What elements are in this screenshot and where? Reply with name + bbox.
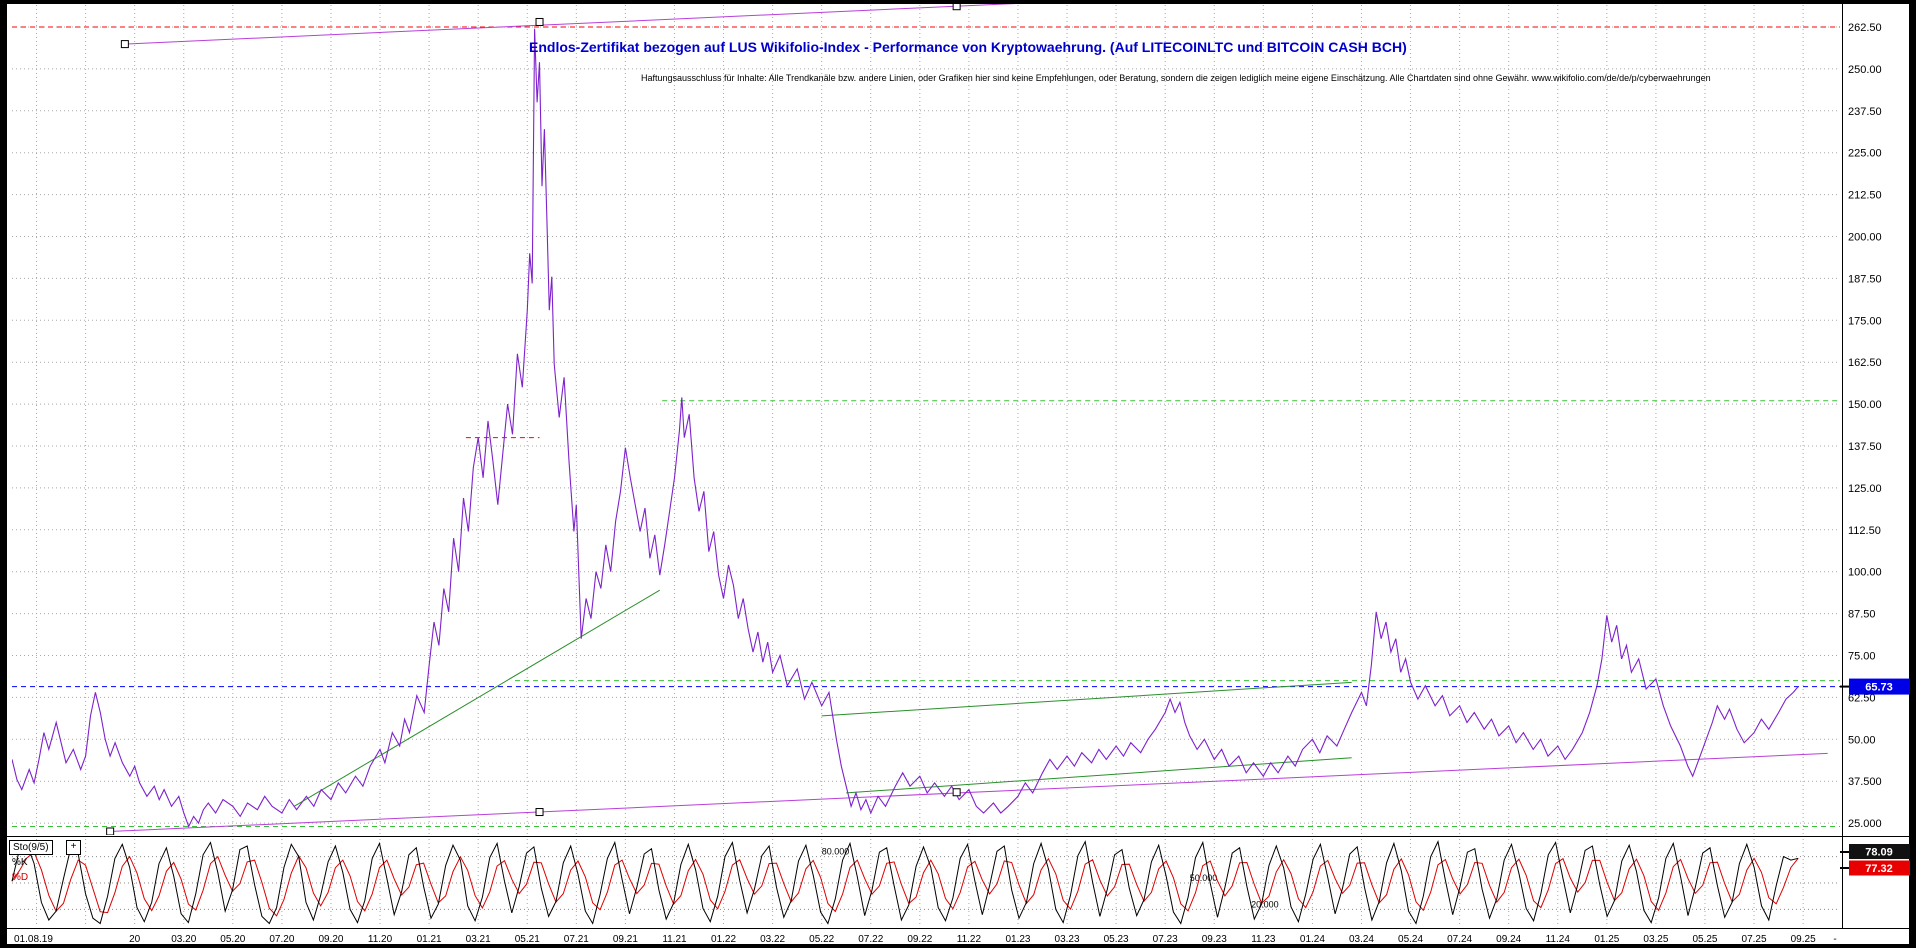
price-axis-label: 125.00 [1848,483,1882,495]
date-axis-label: 01.24 [1300,934,1325,945]
price-pane [12,3,1840,835]
stochastic-d-tag [1849,860,1910,876]
date-axis-label: 05.23 [1104,934,1129,945]
date-axis-label: 11.21 [662,934,687,945]
trendline-uptrend-2020-2021 [293,589,661,807]
indicator-level-label: 20.000 [1251,899,1279,909]
date-axis-label: 05.20 [220,934,245,945]
trendline-channel-bottom [110,752,1828,832]
date-axis-label: 07.24 [1447,934,1472,945]
indicator-name-box[interactable]: Sto(9/5) [9,840,53,855]
date-axis-label: 11.20 [368,934,393,945]
stochastic-d-line [11,851,1799,917]
date-axis-label: 01.22 [711,934,736,945]
trendline-handle[interactable] [120,40,129,49]
date-axis-label: 07.23 [1153,934,1178,945]
trendline-resistance-2022-2024 [821,681,1352,717]
date-axis-label: 09.21 [613,934,638,945]
date-axis-label: 03.20 [171,934,196,945]
date-axis-label: 09.25 [1791,934,1816,945]
price-axis-label: 237.50 [1848,106,1882,118]
indicator-name-label: Sto(9/5) [13,842,49,853]
date-axis-label: 07.20 [269,934,294,945]
date-axis-label: 11.23 [1251,934,1276,945]
date-axis-label: 20 [129,934,141,945]
date-axis-label: 03.24 [1349,934,1374,945]
price-axis-label: 87.50 [1848,609,1876,621]
current-price-tag-label: 65.73 [1865,682,1893,694]
date-axis-label: 11.22 [957,934,982,945]
date-axis-label: 05.21 [515,934,540,945]
price-axis-label: 200.00 [1848,232,1882,244]
date-axis-label: 01.08.19 [14,934,53,945]
date-axis-label: 09.20 [318,934,343,945]
date-axis-label: 05.24 [1398,934,1423,945]
price-axis-label: 62.50 [1848,692,1876,704]
price-axis-label: 225.00 [1848,148,1882,160]
price-axis-label: 250.00 [1848,64,1882,76]
price-series-line [12,28,1799,828]
chart-disclaimer: Haftungsausschluss für Inhalte: Alle Tre… [641,73,1711,83]
indicator-expand-button[interactable]: + [66,840,81,855]
date-axis-label: 03.21 [466,934,491,945]
date-axis-label: 01.25 [1594,934,1619,945]
date-axis-label: 11.24 [1546,934,1571,945]
stochastic-k-tag-label: 78.09 [1865,847,1893,859]
price-axis-label: 162.50 [1848,357,1882,369]
price-axis-label: 262.50 [1848,22,1882,34]
trendline-channel-top [124,4,1017,45]
date-axis-label: 09.24 [1496,934,1521,945]
stochastic-d-label: %D [12,872,29,883]
date-axis-label: 03.25 [1643,934,1668,945]
price-axis-label: 112.50 [1848,525,1881,537]
date-axis-label: 03.22 [760,934,785,945]
indicator-level-label: 80.000 [822,847,850,857]
stochastic-k-label: %K [12,857,28,868]
trendline-handle[interactable] [535,17,544,26]
surface-border [6,3,1910,945]
stochastic-d-tag-label: 77.32 [1865,863,1893,875]
price-axis-label: 75.00 [1848,651,1876,663]
date-axis-label: 03.23 [1055,934,1080,945]
chart-surface: 80.000 50.000 20.000 262.50 250.00 237.50 225.… [6,3,1910,945]
price-axis-label: 187.50 [1848,273,1882,285]
chart-title: Endlos-Zertifikat bezogen auf LUS Wikifo… [529,39,1407,55]
price-axis-label: 100.00 [1848,567,1882,579]
price-axis-label: 25.000 [1848,818,1882,830]
current-price-tag [1849,678,1910,695]
date-axis-label: 01.21 [417,934,442,945]
price-axis-label: 137.50 [1848,441,1882,453]
price-axis-label: 212.50 [1848,190,1882,202]
date-axis-label: 07.21 [564,934,589,945]
trendline-handle[interactable] [106,827,115,835]
trendline-handle[interactable] [952,3,961,11]
stochastic-k-tag [1849,844,1910,859]
date-axis-label: 07.25 [1742,934,1767,945]
trendline-support-2022-2024 [846,757,1352,794]
date-axis-label: 09.22 [907,934,932,945]
date-axis-label: 07.22 [858,934,883,945]
price-axis-label: 37.500 [1848,776,1882,788]
price-axis-label: 175.00 [1848,315,1882,327]
price-axis-label: 50.00 [1848,734,1876,746]
chart-canvas: 80.000 50.000 20.000 262.50 250.00 237.50 225.… [6,3,1910,945]
stochastic-k-line [11,840,1799,925]
trendline-handle[interactable] [535,808,544,817]
indicator-level-label: 50.000 [1190,873,1218,883]
trendline-handle[interactable] [952,788,961,797]
price-axis-label: 150.00 [1848,399,1882,411]
date-axis-label: 05.22 [809,934,834,945]
date-axis-label: - [1833,934,1836,945]
date-axis-label: 09.23 [1202,934,1227,945]
date-axis-label: 05.25 [1692,934,1717,945]
date-axis-label: 01.23 [1005,934,1030,945]
